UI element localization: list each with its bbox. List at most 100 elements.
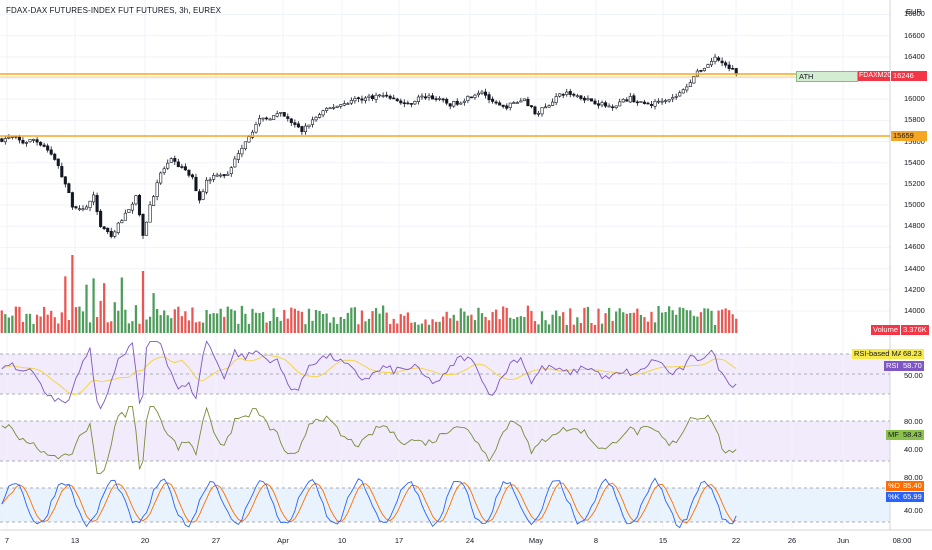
volume-bar: [555, 310, 558, 333]
candle-body: [462, 100, 466, 103]
volume-bar: [88, 322, 92, 333]
volume-bar: [551, 314, 554, 333]
volume-bar: [240, 305, 244, 333]
candle-body: [586, 98, 590, 101]
volume-bar: [148, 316, 152, 333]
volume-bar: [484, 316, 487, 333]
volume-bar: [212, 313, 215, 333]
candle-body: [134, 195, 138, 205]
candle-body: [480, 91, 484, 94]
candle-body: [35, 139, 39, 143]
price-tick: 14200: [904, 284, 925, 294]
volume-bar: [611, 320, 614, 333]
volume-bar: [21, 321, 25, 333]
volume-bar: [276, 316, 279, 333]
volume-bar: [194, 322, 198, 333]
volume-bar: [134, 305, 138, 333]
candle-body: [360, 98, 364, 101]
candle-body: [130, 203, 134, 211]
candle-body: [53, 153, 57, 160]
candle-body: [657, 100, 661, 103]
time-tick: 10: [337, 536, 347, 545]
candle-body: [102, 226, 106, 230]
volume-bar: [226, 306, 229, 333]
price-tick: 16800: [904, 9, 925, 19]
volume-bar: [558, 316, 561, 333]
mf-tick-40: 40.00: [904, 445, 923, 454]
rsi-ma-line: [1, 354, 737, 395]
candle-body: [579, 95, 583, 99]
candle-body: [275, 113, 279, 117]
volume-bar: [487, 320, 491, 333]
price-tick: 16600: [904, 30, 925, 40]
candle-body: [39, 141, 43, 146]
volume-bar: [124, 309, 127, 333]
candle-body: [526, 98, 530, 106]
candle-body: [614, 105, 618, 108]
time-tick: 08:00: [892, 536, 912, 545]
candle-body: [649, 104, 654, 106]
volume-bar: [689, 310, 692, 333]
symbol-title[interactable]: FDAX-DAX FUTURES-INDEX FUT FUTURES, 3h, …: [6, 6, 222, 15]
volume-bar: [597, 308, 600, 333]
time-tick: 20: [140, 536, 150, 545]
volume-bar: [431, 319, 434, 333]
time-tick: 24: [465, 536, 475, 545]
candle-body: [434, 98, 438, 100]
candle-body: [370, 95, 375, 100]
volume-bar: [420, 323, 424, 333]
candle-body: [7, 136, 11, 139]
price-tick: 14800: [904, 221, 925, 231]
volume-bar: [724, 308, 727, 333]
volume-bar: [456, 320, 459, 333]
grid-lines: [0, 0, 890, 530]
volume-bar: [258, 312, 261, 333]
candle-body: [593, 100, 597, 105]
candle-body: [81, 208, 85, 210]
candle-body: [709, 61, 714, 66]
price-tick: 14600: [904, 242, 925, 252]
price-tick: 14400: [904, 263, 925, 273]
price-tick: 15800: [904, 115, 925, 125]
volume-bar: [318, 310, 321, 333]
stoch-d-line: [1, 482, 737, 524]
volume-bar: [343, 318, 346, 333]
volume-bar: [43, 306, 46, 333]
candle-body: [388, 95, 392, 99]
stoch-d-value-tag: 85.40: [901, 481, 924, 491]
candlesticks: [0, 53, 738, 239]
stoch-tick-40: 40.00: [904, 506, 923, 515]
candle-body: [448, 103, 452, 107]
stoch-k-name-tag: %K: [886, 492, 902, 502]
price-tick: 15200: [904, 178, 925, 188]
volume-bar: [449, 318, 452, 333]
volume-bar: [720, 309, 724, 333]
candle-body: [558, 93, 562, 97]
candle-body: [127, 209, 131, 213]
ath-annotation[interactable]: ATH: [796, 71, 858, 82]
candle-body: [498, 102, 502, 106]
candle-body: [501, 104, 505, 107]
volume-bar: [470, 314, 473, 333]
candle-body: [176, 161, 180, 168]
volume-bar: [4, 314, 7, 333]
volume-bar: [187, 320, 191, 333]
volume-bar: [586, 306, 590, 333]
time-tick: 17: [394, 536, 404, 545]
rsi-name-tag: RSI: [884, 361, 901, 371]
volume-bar: [99, 300, 102, 333]
candle-body: [219, 174, 223, 177]
volume-bar: [675, 314, 678, 333]
candle-body: [582, 97, 586, 101]
volume-bar: [127, 323, 131, 333]
ath-series-tag: FDAXM2023: [858, 71, 900, 81]
volume-bar: [639, 314, 643, 333]
stoch-lines: [1, 477, 737, 529]
volume-bar: [498, 319, 501, 333]
candle-body: [660, 100, 664, 103]
volume-bar: [646, 321, 650, 333]
volume-bar: [163, 310, 166, 333]
candle-body: [279, 111, 283, 114]
